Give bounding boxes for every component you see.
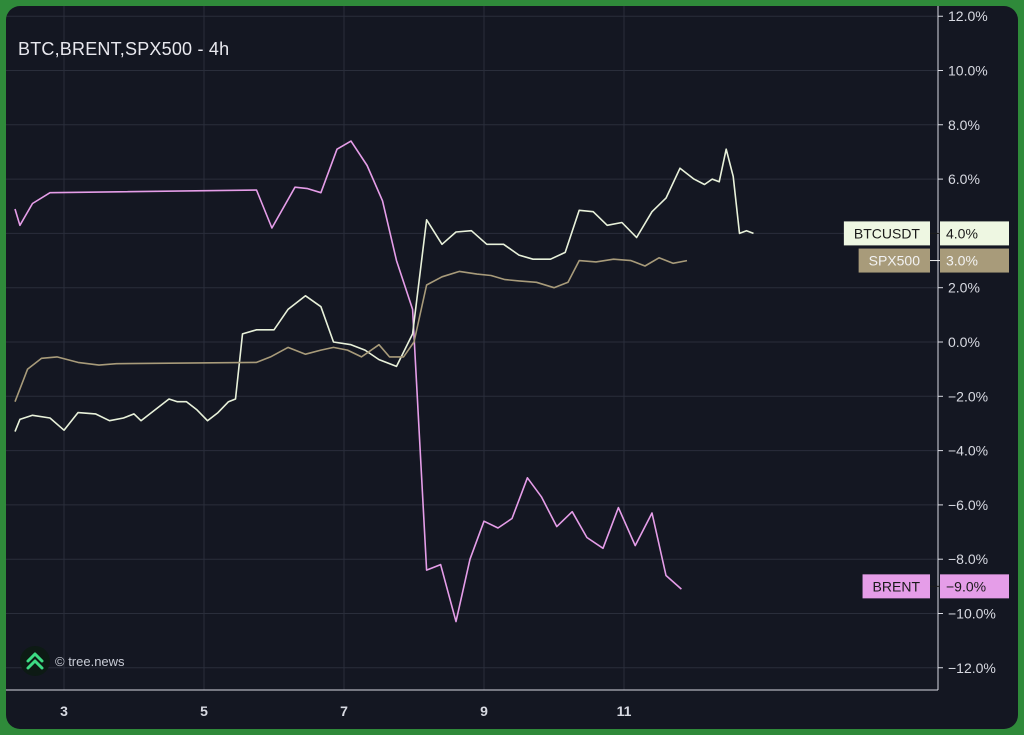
price-label-btcusdt: BTCUSDT 4.0% bbox=[843, 221, 1009, 246]
series-line-spx500 bbox=[14, 257, 688, 402]
watermark: © tree.news bbox=[20, 646, 125, 676]
chart-panel: 12.0% 10.0% 8.0% 6.0% 4.0% 2.0% 0.0% −2.0% −4.0%… bbox=[6, 6, 1018, 729]
x-tick-label: 7 bbox=[340, 703, 348, 719]
y-tick-label: −12.0% bbox=[948, 660, 996, 676]
series-value-text: 3.0% bbox=[946, 253, 978, 269]
x-tick-label: 5 bbox=[200, 703, 208, 719]
y-tick-label: 12.0% bbox=[948, 8, 988, 24]
x-tick-label: 11 bbox=[617, 703, 632, 719]
series-name-text: SPX500 bbox=[869, 253, 921, 269]
series-name-text: BTCUSDT bbox=[854, 225, 921, 241]
series-value-box bbox=[940, 574, 1009, 599]
y-tick-label: −6.0% bbox=[948, 497, 988, 513]
y-tick-label: 8.0% bbox=[948, 117, 980, 133]
price-label-brent: BRENT −9.0% bbox=[862, 574, 1009, 599]
y-tick-label: −4.0% bbox=[948, 443, 988, 459]
y-tick-label: 0.0% bbox=[948, 334, 980, 350]
y-axis: 12.0% 10.0% 8.0% 6.0% 4.0% 2.0% 0.0% −2.0% −4.0%… bbox=[937, 6, 996, 690]
series-value-text: 4.0% bbox=[946, 225, 978, 241]
series-line-brent bbox=[14, 140, 682, 623]
x-tick-label: 9 bbox=[480, 703, 488, 719]
price-label-spx500: SPX500 3.0% bbox=[858, 248, 1009, 273]
series-value-text: −9.0% bbox=[946, 578, 986, 594]
chart-canvas[interactable]: 12.0% 10.0% 8.0% 6.0% 4.0% 2.0% 0.0% −2.0% −4.0%… bbox=[6, 6, 1018, 729]
tree-news-logo-icon bbox=[20, 646, 50, 676]
x-axis: 3 5 7 9 11 bbox=[6, 689, 938, 719]
watermark-text: © tree.news bbox=[55, 653, 125, 669]
y-tick-label: 6.0% bbox=[948, 171, 980, 187]
y-tick-label: 10.0% bbox=[948, 63, 988, 79]
series-labels: BRENT −9.0% BTCUSDT 4.0% SPX500 3.0% bbox=[843, 221, 1009, 599]
series-lines bbox=[14, 140, 754, 623]
series-value-box bbox=[940, 221, 1009, 246]
series-line-btcusdt bbox=[14, 148, 754, 432]
grid-lines bbox=[6, 6, 938, 690]
series-value-box bbox=[940, 248, 1009, 273]
y-tick-label: −2.0% bbox=[948, 388, 988, 404]
series-name-box bbox=[843, 221, 930, 246]
series-name-text: BRENT bbox=[873, 578, 921, 594]
x-tick-label: 3 bbox=[60, 703, 68, 719]
series-name-box bbox=[862, 574, 930, 599]
chart-title: BTC,BRENT,SPX500 - 4h bbox=[18, 39, 230, 59]
series-name-box bbox=[858, 248, 930, 273]
y-tick-label: −10.0% bbox=[948, 606, 996, 622]
y-tick-label: 2.0% bbox=[948, 280, 980, 296]
y-tick-label: −8.0% bbox=[948, 551, 988, 567]
